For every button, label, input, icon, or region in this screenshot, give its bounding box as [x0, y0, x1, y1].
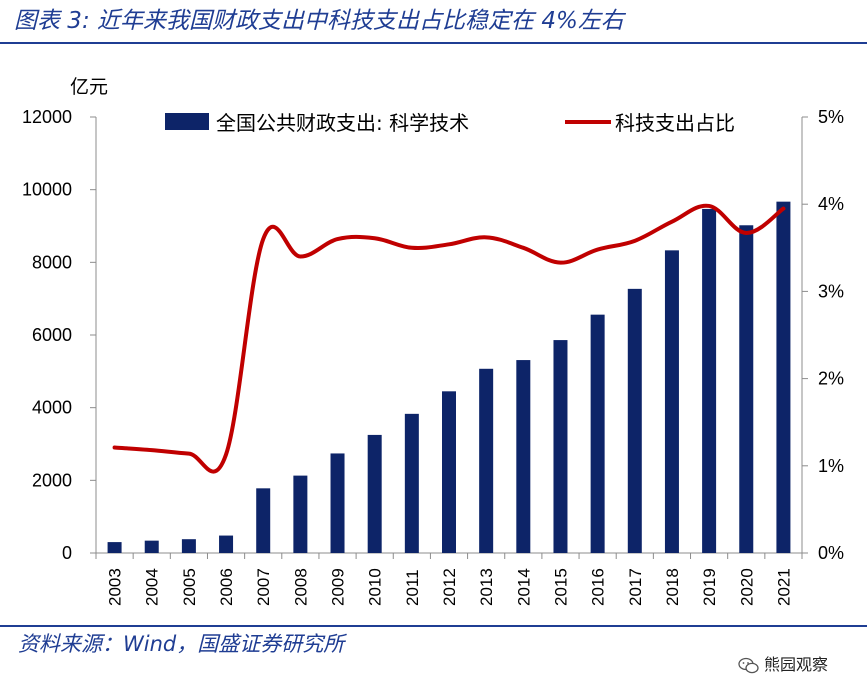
bar-2012 — [442, 391, 456, 553]
right-y-tick-label: 2% — [818, 369, 844, 389]
left-y-tick-label: 8000 — [32, 252, 72, 272]
left-y-axis-label: 亿元 — [70, 76, 108, 98]
bar-2007 — [256, 488, 271, 553]
right-y-tick-label: 5% — [818, 107, 844, 127]
x-tick-label: 2010 — [366, 568, 385, 606]
bar-2020 — [739, 225, 754, 554]
x-tick-label: 2015 — [551, 568, 570, 606]
bar-2005 — [181, 539, 196, 553]
x-tick-label: 2003 — [106, 568, 125, 606]
right-y-tick-label: 3% — [818, 281, 844, 301]
left-y-tick-label: 0 — [62, 543, 72, 563]
x-tick-label: 2012 — [440, 568, 459, 606]
chart-canvas: 0 2000 4000 6000 8000 10000 12000 亿元 0% 1% 2% 3% 4% 5… — [22, 76, 844, 606]
right-y-tick-label: 1% — [818, 456, 844, 476]
x-tick-label: 2004 — [143, 568, 162, 606]
bar-2015 — [553, 340, 568, 553]
bar-2021 — [776, 201, 791, 553]
bar-2008 — [293, 475, 308, 553]
bar-2010 — [367, 434, 382, 553]
x-tick-label: 2020 — [737, 568, 756, 606]
left-y-tick-label: 6000 — [32, 325, 72, 345]
bar-2006 — [219, 535, 234, 553]
bar-2013 — [479, 368, 494, 553]
x-tick-label: 2007 — [254, 568, 273, 606]
x-tick-label: 2018 — [663, 568, 682, 606]
x-tick-label: 2008 — [291, 568, 310, 606]
x-tick-label: 2021 — [774, 568, 793, 606]
x-tick-label: 2006 — [217, 568, 236, 606]
right-y-tick-label: 4% — [818, 194, 844, 214]
header-rule — [0, 42, 867, 44]
right-y-tick-label: 0% — [818, 543, 844, 563]
x-tick-label: 2014 — [514, 568, 533, 606]
source-note: 资料来源：Wind，国盛证券研究所 — [18, 632, 345, 656]
wechat-icon — [738, 657, 759, 673]
x-tick-label: 2005 — [180, 568, 199, 606]
x-tick-label: 2019 — [700, 568, 719, 606]
left-y-tick-label: 12000 — [22, 107, 72, 127]
chart-axes: 0 2000 4000 6000 8000 10000 12000 亿元 0% 1% 2% 3% 4% 5… — [22, 76, 844, 606]
footer-rule — [0, 625, 867, 627]
left-y-tick-label: 2000 — [32, 470, 72, 490]
bar-2003 — [107, 542, 122, 553]
left-y-tick-label: 10000 — [22, 180, 72, 200]
bar-2016 — [590, 314, 605, 553]
bar-2004 — [144, 540, 159, 553]
watermark-text: 熊园观察 — [764, 655, 829, 674]
x-tick-label: 2017 — [626, 568, 645, 606]
left-y-tick-label: 4000 — [32, 398, 72, 418]
watermark: 熊园观察 — [738, 652, 828, 678]
legend-bar-swatch — [165, 113, 209, 130]
bar-2009 — [330, 453, 345, 553]
x-tick-label: 2016 — [589, 568, 608, 606]
x-tick-label: 2013 — [477, 568, 496, 606]
legend-line-label: 科技支出占比 — [615, 111, 735, 135]
x-tick-label: 2011 — [403, 569, 422, 606]
legend-bar-label: 全国公共财政支出: 科学技术 — [216, 111, 469, 135]
line-series — [112, 203, 786, 474]
bar-2011 — [404, 413, 419, 553]
chart-title: 图表 3: 近年来我国财政支出中科技支出占比稳定在 4%左右 — [14, 8, 624, 34]
bar-2017 — [627, 288, 642, 553]
bar-2014 — [516, 360, 531, 553]
legend: 全国公共财政支出: 科学技术 科技支出占比 — [165, 111, 735, 135]
bar-2018 — [664, 250, 679, 554]
bar-2019 — [702, 208, 717, 553]
bar-series — [107, 201, 791, 554]
x-tick-label: 2009 — [329, 568, 348, 606]
